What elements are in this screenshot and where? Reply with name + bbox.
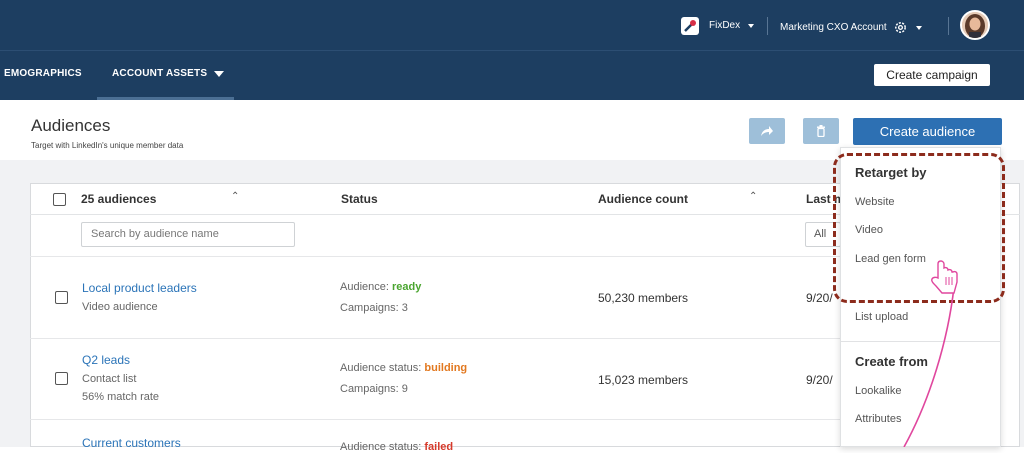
chevron-down-icon (748, 23, 755, 28)
highlight-annotation (833, 153, 1005, 303)
page-title: Audiences (31, 116, 111, 135)
pointer-hand-icon (903, 260, 958, 447)
nav-bar (0, 50, 1024, 100)
nav-account-assets[interactable]: ACCOUNT ASSETS (112, 68, 225, 79)
nav-demographics[interactable]: EMOGRAPHICS (4, 68, 82, 79)
status-label: Audience status: (340, 362, 425, 374)
row-divider (30, 338, 840, 339)
status-value: building (424, 362, 468, 374)
menu-item-video[interactable]: Video (855, 224, 883, 236)
sort-icon[interactable]: ⌃ (231, 191, 240, 202)
audience-type: Contact list (82, 373, 137, 385)
audience-name-link[interactable]: Local product leaders (82, 281, 197, 295)
sort-icon[interactable]: ⌃ (749, 191, 758, 202)
status-label: Audience status: (340, 441, 425, 453)
divider (948, 17, 949, 35)
menu-item-lookalike[interactable]: Lookalike (855, 385, 902, 397)
menu-item-attributes[interactable]: Attributes (855, 413, 902, 425)
share-icon (761, 126, 773, 136)
audience-status: Audience: ready (340, 281, 421, 293)
menu-heading-retarget: Retarget by (855, 165, 927, 180)
audience-name-link[interactable]: Q2 leads (82, 353, 131, 367)
top-bar (0, 0, 1024, 50)
column-header-count[interactable]: Audience count (598, 192, 689, 206)
create-audience-button[interactable]: Create audience (853, 118, 1002, 145)
create-campaign-button[interactable]: Create campaign (874, 64, 990, 86)
match-rate: 56% match rate (82, 391, 160, 403)
member-count: 15,023 members (598, 373, 689, 387)
account-name: Marketing CXO Account (780, 22, 887, 33)
select-all-checkbox[interactable] (53, 193, 66, 206)
audience-status: Audience status: failed (340, 441, 453, 453)
menu-divider (841, 341, 1000, 342)
menu-item-website[interactable]: Website (855, 196, 895, 208)
menu-heading-create: Create from (855, 354, 928, 369)
member-count: 50,230 members (598, 291, 689, 305)
row-checkbox[interactable] (55, 291, 68, 304)
column-header-name[interactable]: 25 audiences (81, 192, 157, 206)
nav-active-indicator (97, 97, 234, 100)
nav-account-assets-label: ACCOUNT ASSETS (112, 68, 208, 79)
column-header-status: Status (341, 192, 378, 206)
row-divider (30, 419, 840, 420)
status-value: failed (424, 441, 454, 453)
last-modified-date: 9/20/ (806, 373, 833, 387)
row-divider (30, 256, 840, 257)
divider (767, 17, 768, 35)
audience-type: Video audience (82, 301, 158, 313)
campaign-count: Campaigns: 3 (340, 302, 408, 314)
table-header (30, 183, 1020, 215)
status-value: ready (391, 281, 422, 293)
gear-icon[interactable] (893, 20, 908, 35)
share-button[interactable] (749, 118, 785, 144)
menu-item-list-upload[interactable]: List upload (855, 311, 909, 323)
audience-status: Audience status: building (340, 362, 467, 374)
org-logo-icon[interactable] (681, 17, 699, 35)
chevron-down-icon (214, 70, 225, 77)
audience-name-link[interactable]: Current customers (82, 436, 181, 450)
menu-item-lead-gen-form[interactable]: Lead gen form (855, 253, 926, 265)
chevron-down-icon (915, 25, 922, 30)
avatar[interactable] (960, 10, 990, 40)
delete-button[interactable] (803, 118, 839, 144)
org-switcher[interactable]: FixDex (709, 20, 755, 31)
row-checkbox[interactable] (55, 372, 68, 385)
search-input[interactable]: Search by audience name (81, 222, 295, 247)
status-label: Audience: (340, 281, 392, 293)
trash-icon (817, 125, 825, 137)
campaign-count: Campaigns: 9 (340, 383, 408, 395)
page-subtitle: Target with LinkedIn's unique member dat… (31, 141, 184, 150)
org-name: FixDex (709, 20, 741, 31)
account-switcher[interactable]: Marketing CXO Account (780, 20, 922, 35)
create-audience-label: Create audience (879, 124, 976, 139)
last-modified-date: 9/20/ (806, 291, 833, 305)
